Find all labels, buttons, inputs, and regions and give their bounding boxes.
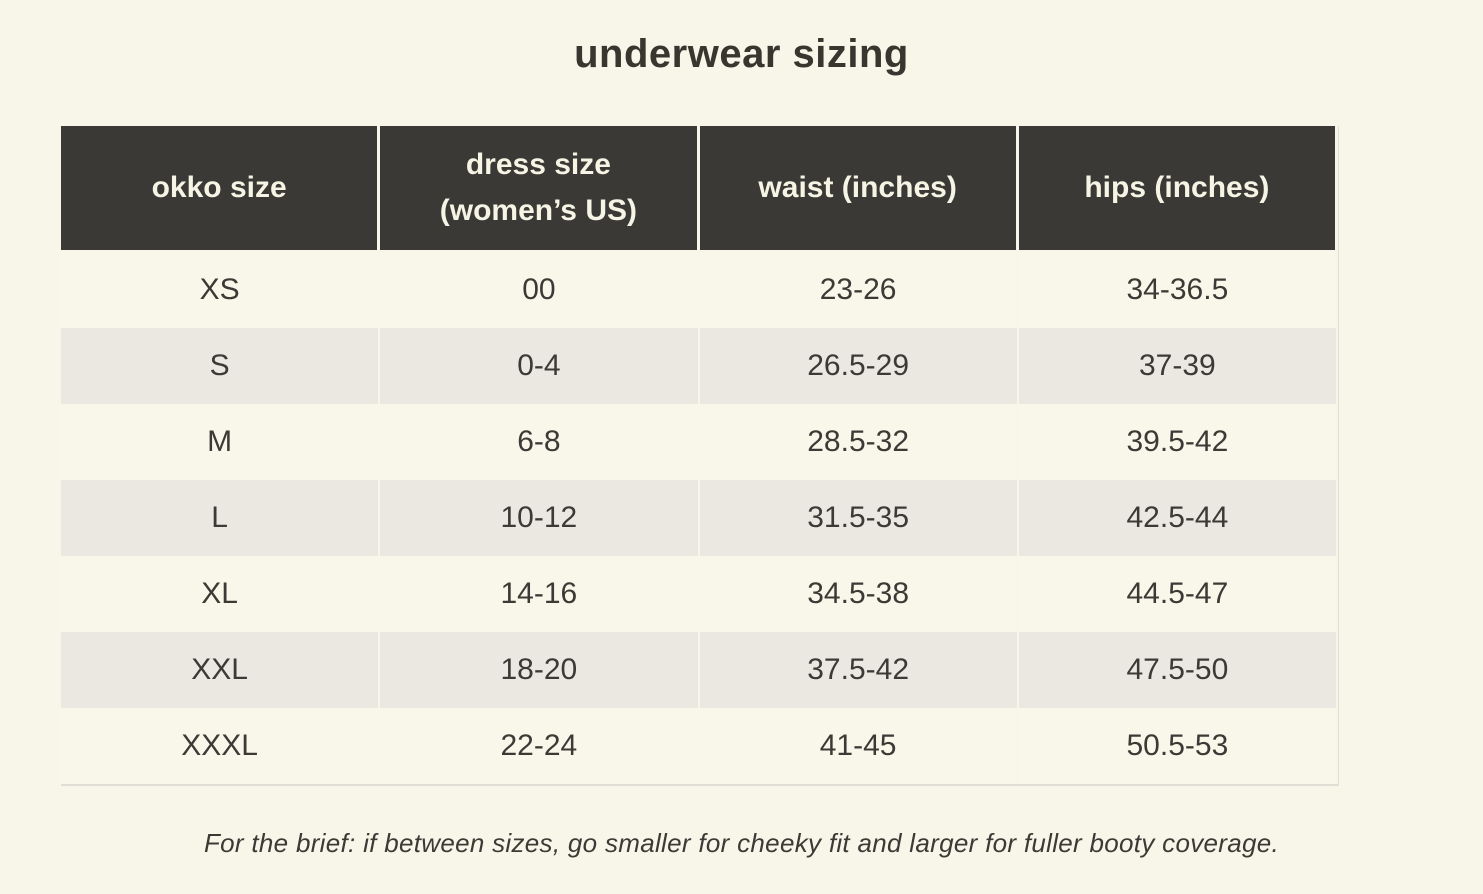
cell-hips: 39.5-42: [1018, 404, 1338, 480]
cell-dress-size: 0-4: [380, 328, 700, 404]
cell-waist: 28.5-32: [699, 404, 1019, 480]
cell-waist: 31.5-35: [699, 480, 1019, 556]
cell-hips: 44.5-47: [1018, 556, 1338, 632]
cell-dress-size: 10-12: [380, 480, 700, 556]
cell-dress-size: 14-16: [380, 556, 700, 632]
cell-hips: 42.5-44: [1018, 480, 1338, 556]
header-hips: hips (inches): [1018, 126, 1338, 252]
cell-waist: 34.5-38: [699, 556, 1019, 632]
header-row: okko size dress size (women’s US) waist …: [61, 126, 1338, 252]
cell-dress-size: 22-24: [380, 708, 700, 784]
table-row: S 0-4 26.5-29 37-39: [61, 328, 1338, 404]
cell-dress-size: 18-20: [380, 632, 700, 708]
table-row: L 10-12 31.5-35 42.5-44: [61, 480, 1338, 556]
cell-dress-size: 6-8: [380, 404, 700, 480]
header-dress-size: dress size (women’s US): [380, 126, 700, 252]
cell-okko-size: M: [61, 404, 381, 480]
cell-waist: 23-26: [699, 252, 1019, 328]
table-row: XXL 18-20 37.5-42 47.5-50: [61, 632, 1338, 708]
cell-okko-size: XL: [61, 556, 381, 632]
cell-waist: 26.5-29: [699, 328, 1019, 404]
sizing-table: okko size dress size (women’s US) waist …: [61, 126, 1339, 786]
cell-dress-size: 00: [380, 252, 700, 328]
cell-okko-size: XXL: [61, 632, 381, 708]
header-waist: waist (inches): [699, 126, 1019, 252]
cell-hips: 47.5-50: [1018, 632, 1338, 708]
page-title: underwear sizing: [574, 32, 909, 76]
cell-okko-size: S: [61, 328, 381, 404]
cell-okko-size: XS: [61, 252, 381, 328]
cell-okko-size: XXXL: [61, 708, 381, 784]
table-row: XS 00 23-26 34-36.5: [61, 252, 1338, 328]
cell-hips: 34-36.5: [1018, 252, 1338, 328]
table-row: XL 14-16 34.5-38 44.5-47: [61, 556, 1338, 632]
cell-hips: 37-39: [1018, 328, 1338, 404]
cell-waist: 41-45: [699, 708, 1019, 784]
sizing-table-body: XS 00 23-26 34-36.5 S 0-4 26.5-29 37-39 …: [61, 252, 1338, 784]
cell-waist: 37.5-42: [699, 632, 1019, 708]
table-row: M 6-8 28.5-32 39.5-42: [61, 404, 1338, 480]
table-row: XXXL 22-24 41-45 50.5-53: [61, 708, 1338, 784]
fit-footnote: For the brief: if between sizes, go smal…: [203, 828, 1280, 858]
cell-hips: 50.5-53: [1018, 708, 1338, 784]
cell-okko-size: L: [61, 480, 381, 556]
header-okko-size: okko size: [61, 126, 381, 252]
sizing-table-header: okko size dress size (women’s US) waist …: [61, 126, 1338, 252]
